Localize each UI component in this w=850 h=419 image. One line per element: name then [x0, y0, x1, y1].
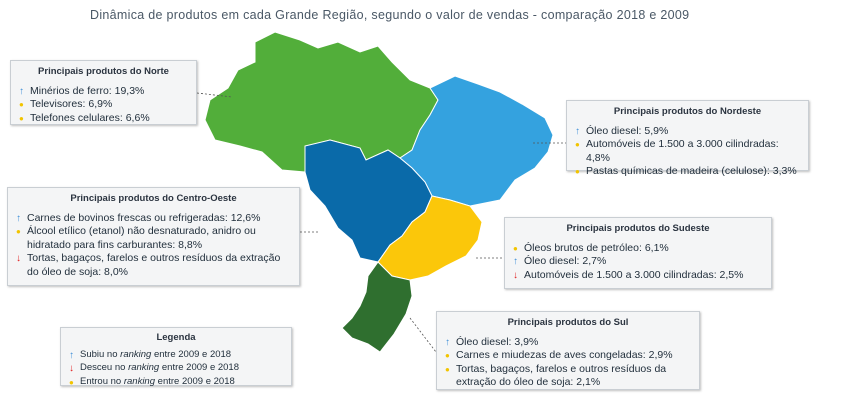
nordeste-box-title: Principais produtos do Nordeste	[613, 106, 762, 117]
product-item: ● Óleos brutos de petróleo: 6,1%	[513, 242, 763, 256]
legend-text-pre: Desceu no	[80, 362, 129, 373]
product-text: Álcool etílico (etanol) não desnaturado,…	[27, 225, 256, 251]
product-item: ● Televisores: 6,9%	[19, 98, 188, 112]
legend-title: Legenda	[156, 332, 196, 343]
product-text: Pastas químicas de madeira (celulose): 3…	[586, 165, 797, 177]
sudeste-products-box: Principais produtos do Sudeste ● Óleos br…	[504, 217, 772, 289]
legend-text: Entrou no ranking entre 2009 e 2018	[80, 376, 235, 388]
yellow-dot-icon: ●	[16, 227, 21, 236]
sul-items: ↑ Óleo diesel: 3,9% ● Carnes e miudezas de …	[445, 336, 691, 390]
region-sul	[341, 261, 413, 353]
product-item: ● Pastas químicas de madeira (celulose): …	[575, 165, 800, 179]
legend-item: ↓ Desceu no ranking entre 2009 e 2018	[69, 362, 283, 376]
legend-text-em: ranking	[128, 362, 160, 373]
arrow-down-icon: ↓	[16, 253, 21, 264]
legend-item: ● Entrou no ranking entre 2009 e 2018	[69, 376, 283, 390]
yellow-dot-icon: ●	[19, 113, 24, 123]
product-item: ● Carnes e miudezas de aves congeladas: 2…	[445, 349, 691, 363]
legend-text-pre: Entrou no	[80, 375, 124, 387]
norte-items: ↑ Minérios de ferro: 19,3% ● Televisores: 6…	[19, 85, 188, 126]
nordeste-items: ↑ Óleo diesel: 5,9% ● Automóveis de 1.500 a…	[575, 125, 800, 179]
legend-text-em: ranking	[123, 375, 156, 387]
legend-box: Legenda ↑ Subiu no ranking entre 2009 e 2…	[60, 327, 292, 387]
norte-box-title: Principais produtos do Norte	[38, 66, 169, 77]
sudeste-items: ● Óleos brutos de petróleo: 6,1% ↑ Óleo die…	[513, 242, 763, 283]
product-item: ↑ Óleo diesel: 3,9%	[445, 336, 691, 350]
legend-text: Desceu no ranking entre 2009 e 2018	[80, 362, 239, 374]
arrow-up-icon: ↑	[575, 125, 580, 137]
product-item: ↑ Carnes de bovinos frescas ou refrigerad…	[16, 212, 291, 226]
arrow-up-icon: ↑	[445, 336, 450, 348]
product-text: Óleos brutos de petróleo: 6,1%	[524, 241, 669, 254]
product-text: Óleo diesel: 5,9%	[586, 124, 669, 137]
arrow-up-icon: ↑	[513, 256, 518, 267]
norte-products-box: Principais produtos do Norte ↑ Minérios d…	[10, 60, 197, 125]
sul-products-box: Principais produtos do Sul ↑ Óleo diesel:…	[436, 311, 700, 390]
region-sudeste	[377, 195, 483, 281]
legend-text-pre: Subiu no	[80, 348, 121, 360]
legend-text-post: entre 2009 e 2018	[151, 348, 232, 360]
region-nordeste	[399, 75, 554, 207]
product-item: ↑ Minérios de ferro: 19,3%	[19, 85, 188, 99]
legend-text: Subiu no ranking entre 2009 e 2018	[80, 349, 231, 361]
product-item: ● Tortas, bagaços, farelos e outros resíd…	[445, 363, 691, 390]
product-text: Telefones celulares: 6,6%	[30, 111, 150, 124]
product-text: Automóveis de 1.500 a 3.000 cilindradas:…	[524, 268, 744, 281]
arrow-up-icon: ↑	[69, 349, 74, 361]
legend-text-em: ranking	[120, 348, 152, 360]
page-title: Dinâmica de produtos em cada Grande Regi…	[90, 8, 690, 22]
arrow-up-icon: ↑	[19, 85, 24, 97]
product-item: ↓ Automóveis de 1.500 a 3.000 cilindradas…	[513, 269, 763, 283]
sul-box-title: Principais produtos do Sul	[507, 317, 629, 328]
legend-items: ↑ Subiu no ranking entre 2009 e 2018 ↓ Desc…	[69, 349, 283, 390]
yellow-dot-icon: ●	[445, 364, 450, 374]
product-text: Óleo diesel: 2,7%	[524, 255, 607, 267]
product-text: Óleo diesel: 3,9%	[456, 335, 539, 348]
sudeste-box-title: Principais produtos do Sudeste	[566, 223, 710, 234]
product-item: ● Álcool etílico (etanol) não desnaturado…	[16, 225, 291, 252]
yellow-dot-icon: ●	[575, 167, 580, 176]
arrow-down-icon: ↓	[69, 363, 74, 374]
leader-lines	[196, 92, 566, 353]
product-item: ↑ Óleo diesel: 2,7%	[513, 255, 763, 269]
product-text: Automóveis de 1.500 a 3.000 cilindradas:…	[586, 138, 779, 164]
product-item: ↑ Óleo diesel: 5,9%	[575, 125, 800, 139]
product-item: ↓ Tortas, bagaços, farelos e outros resíd…	[16, 252, 291, 279]
product-text: Tortas, bagaços, farelos e outros resídu…	[27, 252, 281, 278]
arrow-up-icon: ↑	[16, 212, 21, 224]
arrow-down-icon: ↓	[513, 269, 518, 281]
legend-item: ↑ Subiu no ranking entre 2009 e 2018	[69, 349, 283, 363]
yellow-dot-icon: ●	[19, 100, 24, 109]
product-text: Carnes de bovinos frescas ou refrigerada…	[27, 211, 261, 224]
product-text: Carnes e miudezas de aves congeladas: 2,…	[456, 349, 673, 361]
yellow-dot-icon: ●	[575, 140, 580, 149]
legend-text-post: entre 2009 e 2018	[159, 362, 239, 373]
product-text: Televisores: 6,9%	[30, 98, 113, 110]
product-text: Tortas, bagaços, farelos e outros resídu…	[456, 362, 667, 389]
yellow-dot-icon: ●	[445, 351, 450, 360]
centro-oeste-products-box: Principais produtos do Centro-Oeste ↑ Car…	[7, 187, 300, 286]
legend-text-post: entre 2009 e 2018	[155, 375, 235, 387]
centro-oeste-box-title: Principais produtos do Centro-Oeste	[70, 193, 237, 204]
yellow-dot-icon: ●	[69, 377, 74, 387]
centro-oeste-items: ↑ Carnes de bovinos frescas ou refrigerad…	[16, 212, 291, 280]
product-item: ● Automóveis de 1.500 a 3.000 cilindradas…	[575, 138, 800, 165]
yellow-dot-icon: ●	[513, 243, 518, 253]
product-text: Minérios de ferro: 19,3%	[30, 84, 145, 97]
product-item: ● Telefones celulares: 6,6%	[19, 112, 188, 126]
nordeste-products-box: Principais produtos do Nordeste ↑ Óleo di…	[566, 100, 809, 177]
